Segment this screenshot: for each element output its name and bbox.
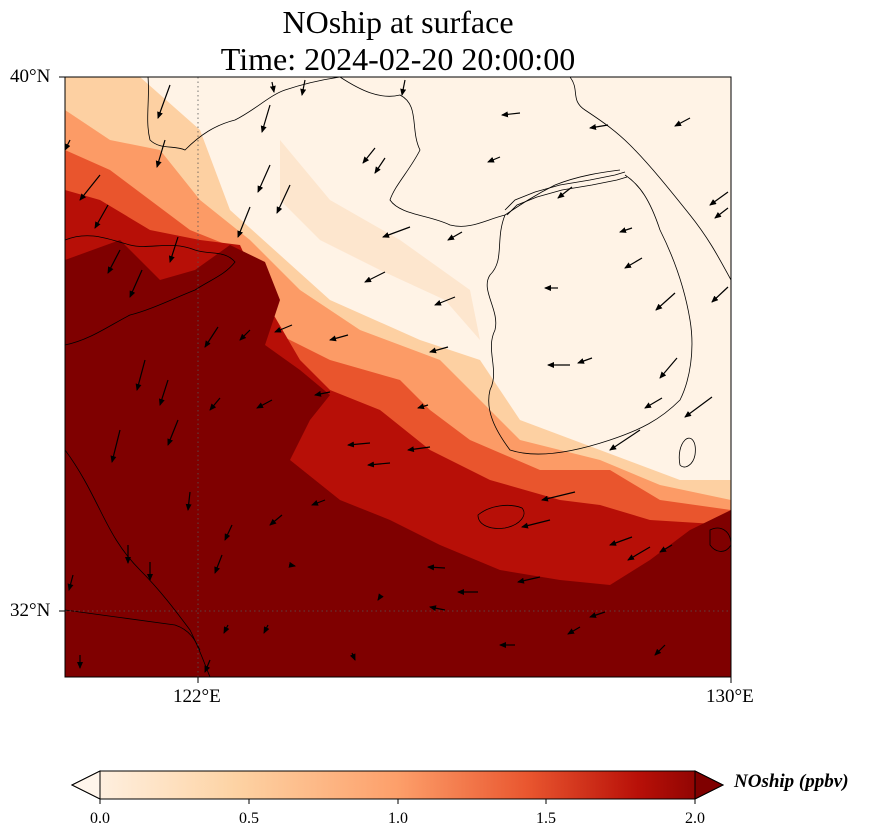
wind-arrow — [209, 397, 221, 411]
wind-arrow — [239, 329, 251, 341]
wind-arrow — [429, 346, 449, 354]
wind-arrow — [382, 226, 411, 238]
wind-arrow — [609, 536, 633, 546]
colorbar-scale — [70, 770, 725, 800]
wind-arrow — [407, 446, 431, 453]
wind-arrow — [329, 334, 349, 342]
wind-arrow — [400, 79, 407, 96]
wind-arrow — [223, 624, 230, 634]
map-frame — [64, 76, 732, 678]
wind-vectors — [65, 79, 729, 673]
wind-arrow — [256, 399, 273, 409]
wind-arrow — [487, 156, 501, 163]
wind-arrow — [263, 624, 270, 634]
wind-arrow — [257, 164, 271, 193]
wind-arrow — [627, 546, 651, 561]
wind-arrow — [447, 231, 463, 241]
wind-arrow — [521, 519, 551, 529]
wind-arrow — [501, 111, 521, 118]
wind-arrow — [684, 396, 713, 418]
map-subtitle-time: Time: 2024-02-20 20:00:00 — [220, 41, 576, 77]
colorbar-tick-4: 2.0 — [685, 810, 705, 827]
wind-arrow — [429, 605, 446, 612]
wind-arrow — [158, 379, 169, 406]
wind-arrow — [434, 296, 456, 306]
wind-arrow — [711, 286, 729, 303]
wind-arrow — [654, 644, 666, 656]
wind-arrow — [214, 554, 223, 574]
wind-arrow — [347, 441, 371, 448]
wind-arrow — [644, 397, 663, 409]
graticule — [65, 77, 731, 677]
wind-arrow — [589, 124, 609, 130]
wind-arrow — [517, 576, 541, 584]
wind-arrow — [94, 204, 109, 229]
wind-arrow — [589, 611, 606, 618]
lat-label-32n: 32°N — [10, 600, 51, 621]
map-title: NOship at surface — [282, 4, 514, 40]
lon-label-130e: 130°E — [706, 686, 754, 707]
wind-arrow — [260, 104, 271, 133]
wind-arrow — [288, 561, 296, 568]
wind-arrow — [204, 659, 211, 673]
wind-arrow — [364, 271, 386, 283]
wind-arrow — [185, 491, 192, 511]
coastlines — [65, 77, 731, 677]
wind-arrow — [274, 324, 293, 333]
wind-arrow — [362, 147, 376, 164]
wind-arrow — [659, 357, 678, 379]
wind-arrow — [577, 357, 593, 364]
wind-arrow — [674, 117, 691, 127]
wind-arrow — [417, 403, 429, 410]
wind-arrow — [224, 524, 233, 541]
wind-arrow — [269, 514, 283, 526]
lat-label-40n: 40°N — [10, 66, 51, 87]
wind-arrow — [367, 461, 391, 468]
wind-arrow — [311, 499, 326, 506]
wind-arrow — [427, 564, 446, 571]
colorbar-tick-0: 0.0 — [90, 810, 110, 827]
wind-arrow — [276, 184, 291, 214]
wind-arrow — [129, 269, 143, 298]
wind-arrow — [110, 429, 121, 463]
wind-arrow — [659, 544, 673, 553]
wind-arrow — [168, 236, 179, 263]
wind-arrow — [107, 249, 121, 274]
wind-arrow — [374, 157, 386, 174]
wind-arrow — [269, 81, 276, 93]
wind-arrow — [541, 491, 576, 502]
wind-arrow — [300, 79, 307, 96]
wind-arrow — [204, 326, 219, 348]
wind-arrow — [65, 139, 71, 151]
wind-arrow — [79, 174, 101, 201]
wind-arrow — [167, 419, 179, 446]
wind-arrow — [619, 227, 633, 233]
wind-arrow — [135, 359, 146, 391]
colorbar-tick-1: 0.5 — [239, 810, 259, 827]
wind-arrow — [67, 574, 74, 591]
wind-arrow — [157, 84, 171, 119]
colorbar-min-extend — [70, 770, 101, 800]
lon-label-122e: 122°E — [173, 686, 221, 707]
concentration-field — [65, 77, 731, 677]
wind-arrow — [155, 139, 166, 168]
wind-arrow — [237, 206, 251, 238]
colorbar-tick-3: 1.5 — [536, 810, 556, 827]
wind-arrow — [557, 186, 573, 199]
wind-arrow — [567, 626, 581, 635]
colorbar-tick-2: 1.0 — [388, 810, 408, 827]
axis-ticks — [59, 76, 732, 683]
wind-arrow — [314, 390, 331, 397]
wind-arrow — [655, 292, 676, 311]
wind-arrow — [714, 207, 729, 219]
colorbar-max-extend — [694, 770, 725, 800]
colorbar — [70, 770, 725, 804]
colorbar-title: NOship (ppbv) — [734, 771, 849, 792]
wind-arrow — [349, 652, 356, 661]
wind-arrow — [709, 191, 729, 206]
wind-arrow — [377, 593, 384, 601]
wind-arrow — [609, 429, 641, 451]
wind-arrow — [624, 257, 643, 269]
